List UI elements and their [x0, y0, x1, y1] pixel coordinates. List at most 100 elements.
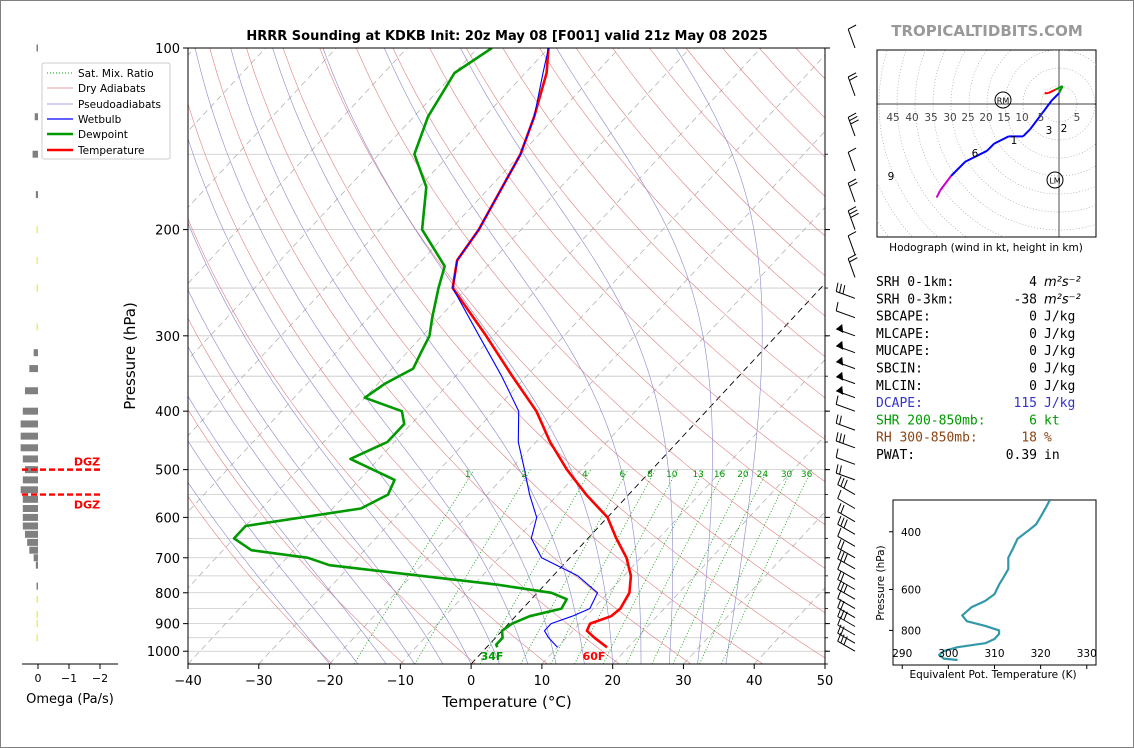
x-tick-label: −20	[316, 674, 343, 689]
omega-tick-label: −1	[61, 672, 77, 685]
theta-e-xlabel: Equivalent Pot. Temperature (K)	[909, 669, 1076, 681]
param-value: 0	[1029, 344, 1037, 359]
barb-flag	[850, 119, 859, 125]
barb-flag	[837, 550, 842, 559]
mix-ratio-label: 13	[692, 470, 703, 480]
moist-adiabat	[188, 395, 387, 664]
omega-bar	[36, 284, 38, 292]
storm-motion-label: LM	[1049, 177, 1060, 186]
legend-dewpoint: Dewpoint	[78, 129, 128, 141]
param-value: 0	[1029, 362, 1037, 377]
param-value: 0	[1029, 310, 1037, 325]
hodograph-frame	[876, 49, 1097, 238]
hodo-segment	[964, 149, 988, 163]
param-label: SRH 0-3km:	[876, 292, 954, 307]
moist-adiabat	[194, 48, 528, 664]
hodo-ring-label: 35	[924, 112, 937, 124]
wind-barb	[836, 371, 856, 385]
mix-ratio-label: 36	[801, 470, 813, 480]
omega-bar	[36, 634, 38, 642]
omega-bar	[22, 505, 38, 513]
legend-wetbulb: Wetbulb	[78, 114, 122, 126]
theta-x-tick-label: 290	[892, 648, 912, 660]
barb-flag	[842, 284, 846, 295]
hodo-segment	[1047, 88, 1056, 95]
barb-flag	[840, 582, 845, 592]
barb-flag	[840, 517, 845, 527]
mix-ratio-line	[602, 469, 705, 664]
mix-ratio-label: 30	[781, 470, 793, 480]
barb-staff	[847, 29, 856, 49]
barb-flag	[837, 570, 842, 580]
barb-pennant	[836, 324, 844, 333]
barb-staff	[847, 76, 856, 96]
wind-barb	[847, 231, 857, 255]
wind-barb	[847, 206, 859, 230]
moist-adiabat	[188, 440, 359, 664]
y-tick-label: 900	[155, 618, 180, 633]
param-row: SRH 0-1km: 4 m²s⁻²	[876, 275, 1081, 290]
param-label: SHR 200-850mb:	[876, 413, 986, 428]
dgz-label: DGZ	[74, 499, 100, 512]
barb-flag	[837, 503, 842, 512]
barb-flag	[849, 181, 858, 188]
x-tick-label: 10	[534, 674, 551, 689]
hodograph-labels: 45 40 35 30 25 20 15 10 5 5 RM LM 1 23 6 9	[886, 91, 1080, 189]
mix-ratio-label: 4	[582, 470, 588, 480]
legend-sat-mix-ratio: Sat. Mix. Ratio	[78, 68, 154, 80]
theta-x-tick-label: 310	[984, 648, 1004, 660]
dry-adiabat	[188, 409, 405, 664]
moist-adiabat	[556, 48, 713, 664]
mix-ratio-line	[414, 469, 531, 664]
param-row: PWAT: 0.39 in	[876, 448, 1060, 463]
wind-barb	[835, 395, 856, 412]
storm-motion-marker	[1046, 171, 1064, 189]
barb-flag	[837, 607, 842, 617]
barb-staff	[836, 457, 856, 465]
omega-bar	[29, 546, 38, 554]
skewt-xlabel: Temperature (°C)	[441, 693, 571, 711]
omega-bar	[35, 191, 38, 199]
param-row: DCAPE: 115 J/kg	[876, 396, 1075, 411]
theta-y-tick-label: 800	[901, 625, 921, 637]
dry-adiabat	[356, 48, 825, 569]
barb-flag	[847, 24, 857, 30]
hodo-ring-label: 45	[886, 112, 899, 124]
barb-staff	[847, 258, 856, 278]
barb-flag	[847, 253, 857, 260]
dry-adiabat	[575, 48, 825, 317]
barb-flag	[837, 560, 842, 570]
param-value: 0	[1029, 327, 1037, 342]
wind-barb	[837, 580, 856, 600]
isotherm-line	[188, 48, 549, 437]
hodo-ring-label: 20	[979, 112, 992, 124]
isotherm-line	[188, 48, 620, 513]
x-tick-label: 30	[675, 674, 692, 689]
barb-flag	[843, 611, 848, 621]
wind-barb	[837, 489, 856, 509]
param-label: DCAPE:	[876, 396, 923, 411]
barb-staff	[836, 440, 856, 449]
moist-adiabat	[230, 48, 557, 664]
param-unit: J/kg	[1044, 310, 1075, 325]
param-row: SHR 200-850mb: 6 kt	[876, 413, 1060, 428]
hodo-ring-label: 10	[1015, 112, 1028, 124]
barb-staff	[847, 152, 856, 172]
hodo-segment	[993, 135, 1010, 145]
omega-bar	[36, 323, 38, 331]
omega-bar	[36, 595, 38, 603]
dry-adiabat	[465, 48, 825, 440]
wind-barb	[835, 282, 856, 299]
param-row: SBCIN: 0 J/kg	[876, 362, 1075, 377]
moist-adiabat	[188, 289, 444, 664]
param-unit: m²s⁻²	[1044, 275, 1081, 290]
theta-e-ticks: 290 300 310 320 330 400 600 800	[889, 527, 1097, 669]
barb-flag	[847, 147, 857, 153]
hodo-height-label: 3	[1046, 125, 1053, 137]
omega-tick-label: 0	[35, 672, 42, 685]
param-unit: J/kg	[1044, 327, 1075, 342]
dry-adiabat	[209, 48, 692, 664]
dry-adiabat	[392, 48, 825, 526]
barb-staff	[847, 117, 856, 137]
